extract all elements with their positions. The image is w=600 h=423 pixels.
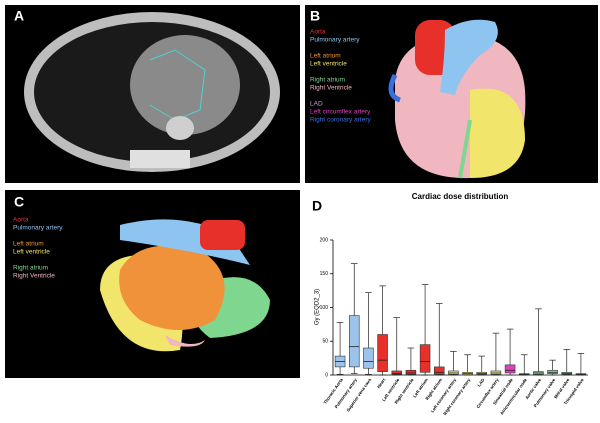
legend-entry: Right atrium [310,77,345,84]
panel-label: D [312,198,322,214]
legend-entry: Aorta [13,217,29,224]
legend-entry: Aorta [310,29,326,36]
legend-entry: Right atrium [13,265,48,272]
ct-contour [149,49,206,121]
box [348,315,360,368]
ct-spine [166,116,194,140]
x-tick-label: LAD [476,377,485,387]
legend-entry: Left ventricle [13,249,50,256]
legend-entry: Right Ventricle [310,85,352,92]
box [363,347,374,369]
heart-la-c [119,245,225,330]
y-tick-label: 0 [325,372,328,378]
x-tick-label: Right coronary artery [442,377,472,416]
heart-lv [470,88,525,178]
legend-entry: Right coronary artery [310,117,371,124]
y-tick-label: 200 [320,237,329,243]
panel-label: C [14,194,24,210]
heart-aorta-c [200,220,245,250]
panel-labels: A B C D [14,8,322,214]
ct-vertebra [130,150,190,168]
box [405,369,417,375]
legend-entry: Left atrium [13,241,44,248]
legend-entry: Pulmonary artery [13,225,63,232]
y-tick-label: 100 [320,305,329,311]
panel-label: A [14,8,24,24]
legend-entry: Pulmonary artery [310,37,360,44]
box [504,364,516,374]
legend-entry: Left ventricle [310,61,347,68]
box [433,366,445,375]
legend-entry: Right Ventricle [13,273,55,280]
y-axis-label: Gy (EQD2_3) [315,289,321,325]
heart-rv-c [165,335,205,347]
box [419,344,431,373]
box [391,370,403,375]
chart-title: Cardiac dose distribution [412,192,509,201]
heart-rca [388,73,401,103]
legend-entry: LAD [310,101,323,108]
box [377,334,388,372]
x-tick-label: Left coronary artery [430,377,458,414]
x-tick-label: Heart [376,377,387,389]
legend-entry: Left atrium [310,53,341,60]
legend-entry: Left circumflex artery [310,109,371,116]
y-tick-label: 50 [322,339,328,345]
heart-lad [458,119,472,179]
y-tick-label: 150 [320,271,329,277]
panel-label: B [310,8,320,24]
heart-pa [440,19,498,95]
